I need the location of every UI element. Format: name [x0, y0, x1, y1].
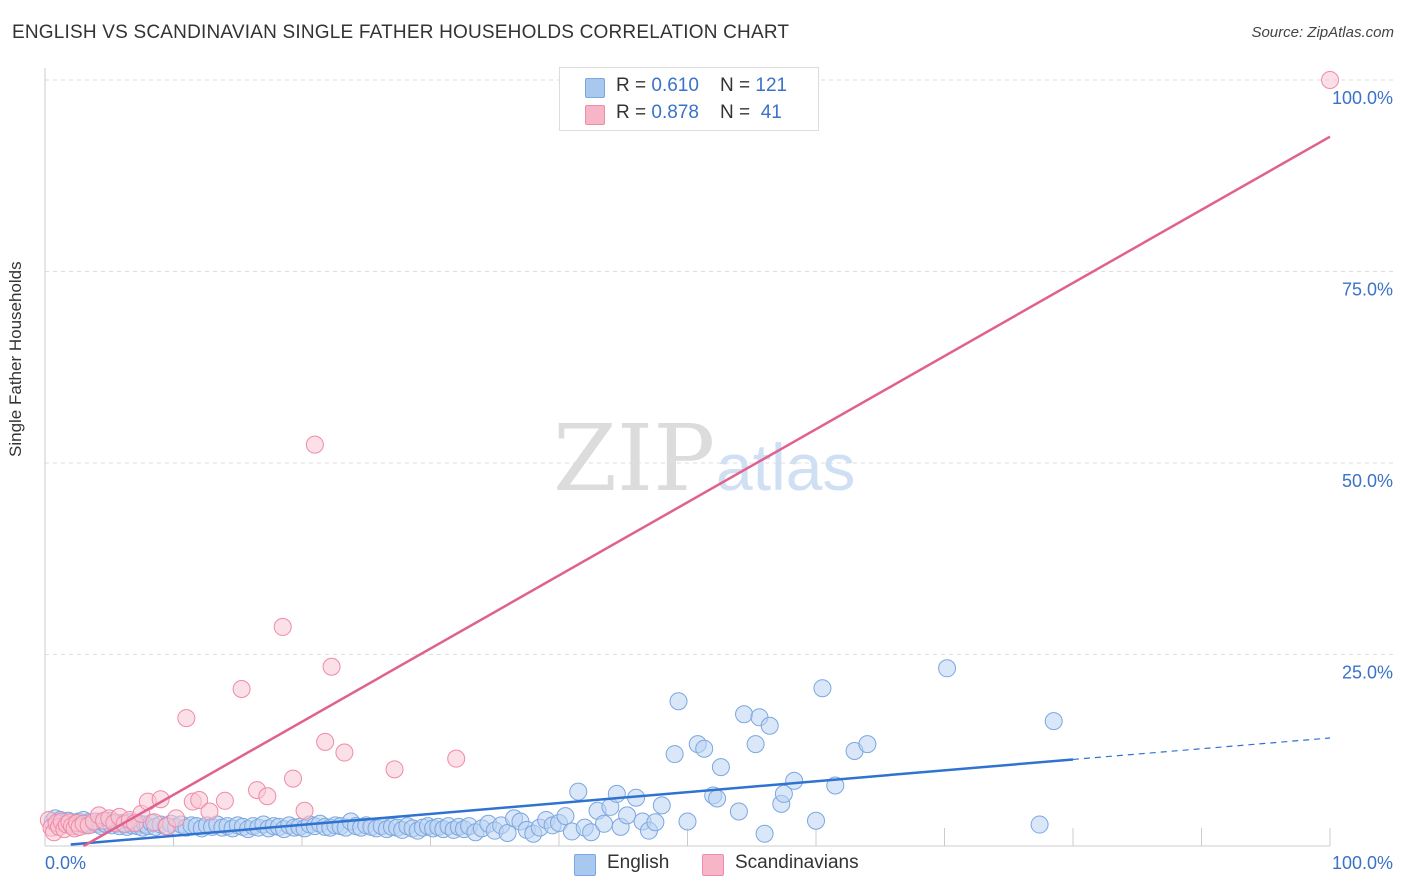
chart-title: ENGLISH VS SCANDINAVIAN SINGLE FATHER HO…	[12, 22, 790, 43]
english-point	[735, 705, 754, 724]
scandinavian-trend-line	[82, 135, 1331, 848]
legend-swatch-english	[574, 854, 596, 876]
english-point	[938, 659, 957, 678]
scandinavian-point	[305, 435, 324, 454]
scandinavian-point	[190, 791, 209, 810]
stats-legend: R = 0.610 N = 121 R = 0.878 N = 41	[559, 67, 819, 131]
scandinavian-point	[447, 749, 466, 768]
english-point	[774, 784, 793, 803]
n-label: N =	[720, 75, 756, 96]
scandinavian-point	[1321, 71, 1339, 89]
r-value-scandinavians: 0.878	[651, 102, 699, 123]
scandinavian-point	[258, 787, 277, 806]
scandinavians-swatch	[585, 105, 605, 125]
english-trend-line	[70, 758, 1074, 846]
scandinavian-points	[39, 71, 1339, 842]
english-point	[594, 814, 613, 833]
english-point	[556, 807, 575, 826]
watermark-atlas: atlas	[716, 430, 855, 504]
english-point	[858, 735, 877, 754]
watermark: ZIP atlas	[553, 405, 855, 512]
english-points	[43, 659, 1063, 843]
english-point	[826, 776, 845, 795]
english-swatch	[585, 78, 605, 98]
english-trend-extension	[1072, 737, 1331, 761]
grid-lines	[45, 79, 1394, 655]
r-value-english: 0.610	[651, 75, 699, 96]
english-point	[678, 812, 697, 831]
scandinavian-point	[295, 801, 314, 820]
y-axis-label: Single Father Households	[6, 261, 25, 457]
english-point	[785, 771, 804, 790]
tick-labels: 25.0% 50.0% 75.0% 100.0% 0.0% 100.0%	[45, 88, 1393, 873]
legend-label-scandinavians: Scandinavians	[735, 852, 859, 873]
english-point	[652, 796, 671, 815]
x-tick-label: 0.0%	[45, 853, 86, 873]
y-tick-label: 25.0%	[1342, 663, 1393, 683]
y-tick-label: 100.0%	[1332, 88, 1393, 108]
english-point	[669, 692, 688, 711]
english-point	[569, 782, 588, 801]
english-point	[1030, 815, 1049, 834]
scandinavian-point	[316, 732, 335, 751]
scandinavian-point	[273, 617, 292, 636]
english-point	[708, 789, 727, 808]
scandinavian-point	[385, 760, 404, 779]
legend-swatch-scandinavians	[702, 854, 724, 876]
english-point	[582, 823, 601, 842]
watermark-zip: ZIP	[553, 405, 715, 512]
english-point	[665, 745, 684, 764]
scandinavian-point	[167, 809, 186, 828]
english-point	[813, 679, 832, 698]
english-point	[1044, 712, 1063, 731]
english-point	[807, 811, 825, 830]
scandinavian-point	[335, 743, 354, 762]
y-tick-label: 50.0%	[1342, 471, 1393, 491]
stats-text-scandinavians: R = 0.878 N = 41	[616, 102, 782, 124]
x-tick-label: 100.0%	[1332, 853, 1393, 873]
n-value-english: 121	[755, 75, 788, 96]
english-point	[760, 716, 779, 735]
english-point	[746, 735, 765, 754]
stats-text-english: R = 0.610 N = 121	[616, 75, 787, 97]
r-label: R =	[616, 75, 652, 96]
legend-label-english: English	[607, 852, 670, 873]
english-point	[755, 824, 774, 843]
trend-lines	[70, 135, 1331, 848]
english-point	[695, 739, 714, 758]
n-value-scandinavians: 41	[755, 102, 782, 123]
scandinavian-point	[322, 657, 341, 676]
y-tick-label: 75.0%	[1342, 280, 1393, 300]
english-point	[711, 758, 730, 777]
scandinavian-point	[215, 791, 234, 810]
english-point	[646, 813, 665, 832]
scandinavian-point	[200, 802, 219, 821]
english-point	[729, 802, 748, 821]
r-label: R =	[616, 102, 652, 123]
english-point	[618, 806, 637, 825]
n-label: N =	[720, 102, 756, 123]
scandinavian-point	[232, 679, 251, 698]
scandinavian-point	[284, 769, 303, 788]
chart-source: Source: ZipAtlas.com	[1251, 24, 1394, 41]
scandinavian-point	[177, 709, 196, 728]
